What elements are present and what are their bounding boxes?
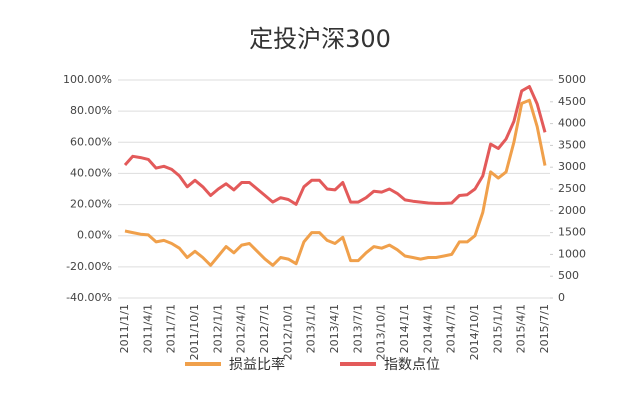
y-tick-label: -40.00% bbox=[66, 291, 112, 304]
y2-tick-label: 2500 bbox=[558, 182, 586, 195]
y-tick-label: 60.00% bbox=[70, 135, 112, 148]
x-tick-label: 2014/1/1 bbox=[398, 304, 411, 353]
x-tick-label: 2012/4/1 bbox=[235, 304, 248, 353]
x-tick-label: 2013/1/1 bbox=[305, 304, 318, 353]
y-tick-label: 0.00% bbox=[77, 229, 112, 242]
series-line bbox=[123, 85, 547, 206]
series-line bbox=[124, 98, 547, 267]
x-tick-label: 2011/1/1 bbox=[118, 304, 131, 353]
y2-tick-label: 1000 bbox=[558, 247, 586, 260]
y2-tick-label: 2000 bbox=[558, 204, 586, 217]
y-tick-label: 40.00% bbox=[70, 166, 112, 179]
x-tick-label: 2013/10/1 bbox=[375, 304, 388, 360]
x-tick-label: 2014/4/1 bbox=[421, 304, 434, 353]
y2-tick-label: 3500 bbox=[558, 138, 586, 151]
legend-label: 损益比率 bbox=[229, 356, 285, 373]
y-tick-label: 20.00% bbox=[70, 198, 112, 211]
x-tick-label: 2012/7/1 bbox=[258, 304, 271, 353]
chart-title: 定投沪深300 bbox=[249, 25, 391, 53]
x-tick-label: 2014/10/1 bbox=[468, 304, 481, 360]
x-tick-label: 2012/10/1 bbox=[281, 304, 294, 360]
y2-tick-label: 3000 bbox=[558, 160, 586, 173]
x-tick-label: 2014/7/1 bbox=[445, 304, 458, 353]
y-tick-label: 100.00% bbox=[63, 73, 112, 86]
x-tick-label: 2011/10/1 bbox=[188, 304, 201, 360]
y2-tick-label: 4000 bbox=[558, 117, 586, 130]
x-tick-label: 2015/1/1 bbox=[491, 304, 504, 353]
x-tick-label: 2013/4/1 bbox=[328, 304, 341, 353]
x-tick-label: 2015/7/1 bbox=[538, 304, 551, 353]
x-tick-label: 2015/4/1 bbox=[515, 304, 528, 353]
legend-label: 指数点位 bbox=[384, 357, 440, 373]
y2-tick-label: 0 bbox=[558, 291, 565, 304]
y-tick-label: 80.00% bbox=[70, 104, 112, 117]
y2-tick-label: 4500 bbox=[558, 95, 586, 108]
y-tick-label: -20.00% bbox=[66, 260, 112, 273]
x-tick-label: 2011/4/1 bbox=[141, 304, 154, 353]
x-tick-label: 2011/7/1 bbox=[165, 304, 178, 353]
y2-tick-label: 500 bbox=[558, 269, 579, 282]
y2-tick-label: 1500 bbox=[558, 226, 586, 239]
x-tick-label: 2013/7/1 bbox=[351, 304, 364, 353]
y2-tick-label: 5000 bbox=[558, 73, 586, 86]
x-tick-label: 2012/1/1 bbox=[211, 304, 224, 353]
